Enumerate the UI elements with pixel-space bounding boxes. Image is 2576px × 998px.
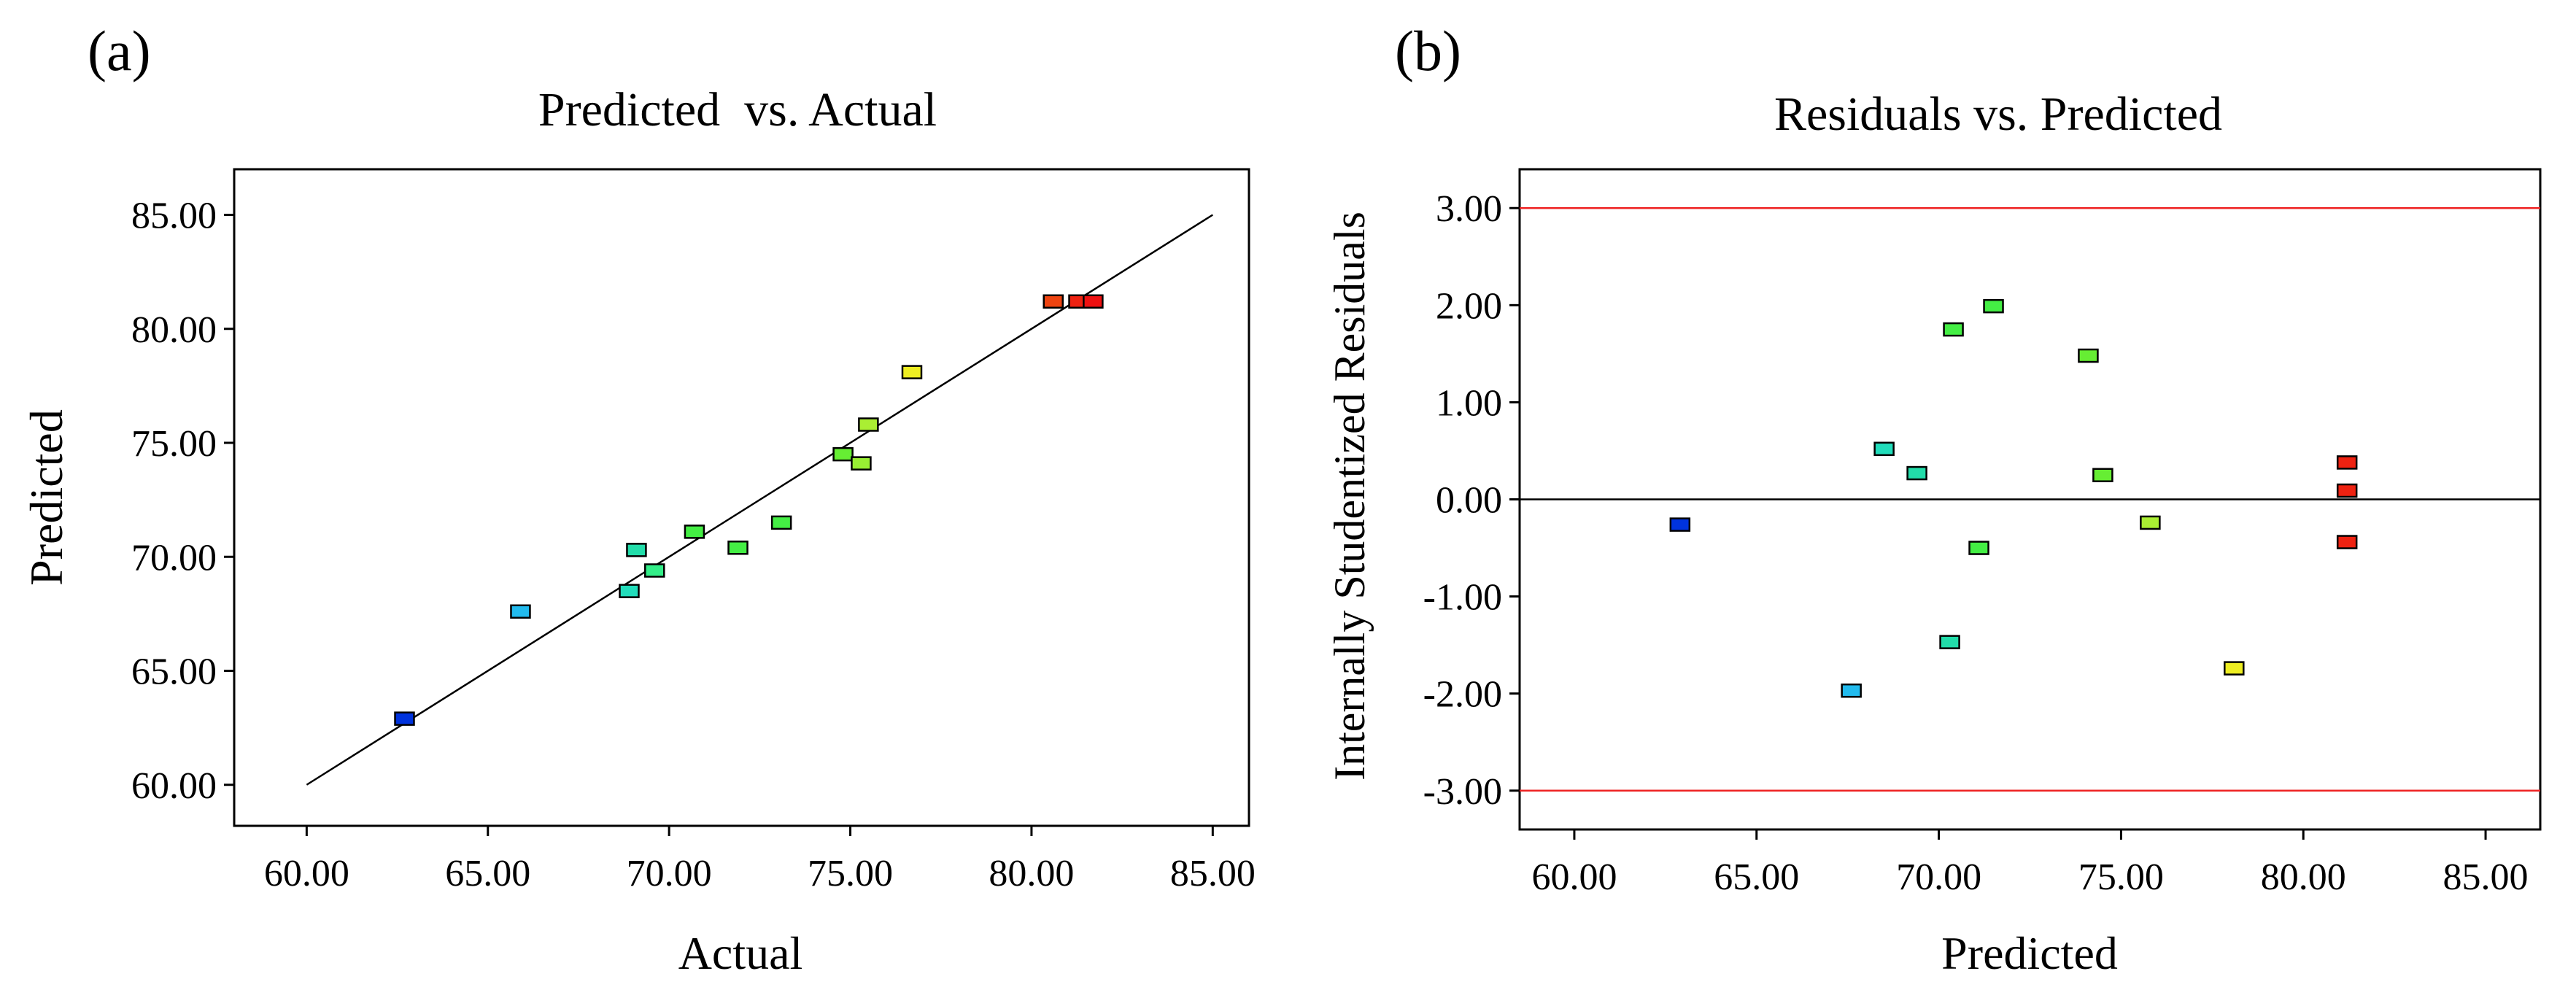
y-tick-label: 1.00 <box>1436 382 1502 424</box>
y-tick-label: -3.00 <box>1423 771 1502 813</box>
data-point <box>2336 535 2358 549</box>
data-point <box>1873 441 1895 457</box>
x-tick-label: 75.00 <box>808 853 893 894</box>
y-tick-label: 85.00 <box>131 196 217 237</box>
panel-b-axes: 60.00 65.00 70.00 75.00 80.00 85.00 3.00 2.00 1.… <box>1423 188 2529 898</box>
panel-b-title: Residuals vs. Predicted <box>1774 88 2222 141</box>
y-tick-label: 2.00 <box>1436 285 1502 327</box>
panel-b-y-axis-label: Internally Studentized Residuals <box>1326 212 1374 781</box>
y-tick-label: 60.00 <box>131 765 217 807</box>
data-point <box>1841 683 1862 698</box>
y-tick-label: 75.00 <box>131 423 217 465</box>
x-tick-label: 80.00 <box>989 853 1074 894</box>
data-point <box>1906 465 1927 481</box>
panel-a-label: (a) <box>88 19 151 82</box>
data-point <box>2140 515 2161 530</box>
data-point <box>727 541 749 555</box>
data-point <box>770 515 792 530</box>
x-tick-label: 60.00 <box>1531 856 1617 898</box>
y-tick-label: -1.00 <box>1423 577 1502 619</box>
panel-b-reference-lines <box>1520 206 2540 792</box>
panel-a-plot-frame <box>233 168 1250 827</box>
data-point <box>2092 468 2113 482</box>
x-tick-label: 65.00 <box>445 853 530 894</box>
data-point <box>1669 517 1691 532</box>
data-point <box>644 563 665 578</box>
panel-a-predicted-vs-actual: (a) Predicted vs. Actual 60.00 65.00 70.00… <box>20 19 1256 979</box>
panel-b-residuals-vs-predicted: (b) Residuals vs. Predicted 60.00 65.00 70… <box>1326 19 2542 979</box>
data-point <box>684 525 705 539</box>
y-tick-label: 65.00 <box>131 651 217 693</box>
x-tick-label: 75.00 <box>2078 856 2164 898</box>
y-tick-label: -2.00 <box>1423 674 1502 716</box>
data-point <box>626 543 647 557</box>
x-tick-label: 85.00 <box>2443 856 2529 898</box>
panel-a-reference-line <box>306 214 1213 786</box>
panel-a-x-axis-label: Actual <box>678 927 803 979</box>
data-point <box>619 584 640 598</box>
x-tick-label: 70.00 <box>627 853 712 894</box>
panel-b-points <box>1669 298 2358 698</box>
y-tick-label: 3.00 <box>1436 188 1502 230</box>
data-point <box>1943 322 1964 337</box>
data-point <box>858 417 879 432</box>
data-point <box>2224 661 2245 676</box>
panel-b-label: (b) <box>1395 19 1461 82</box>
y-tick-label: 0.00 <box>1436 480 1502 522</box>
panel-a-title: Predicted vs. Actual <box>538 83 937 136</box>
data-point <box>2336 483 2358 498</box>
panel-b-x-axis-label: Predicted <box>1941 927 2118 979</box>
data-point <box>1043 294 1064 309</box>
data-point <box>1983 298 2004 314</box>
data-point <box>1968 541 1989 555</box>
panel-a-points <box>394 294 1104 726</box>
x-tick-label: 70.00 <box>1896 856 1981 898</box>
data-point <box>1939 635 1960 649</box>
data-point <box>2336 455 2358 470</box>
data-point <box>851 456 872 471</box>
x-tick-label: 80.00 <box>2261 856 2346 898</box>
y-tick-label: 70.00 <box>131 537 217 579</box>
data-point <box>510 604 531 619</box>
x-tick-label: 65.00 <box>1714 856 1799 898</box>
x-tick-label: 60.00 <box>264 853 349 894</box>
panel-a-y-axis-label: Predicted <box>20 409 72 586</box>
y-tick-label: 80.00 <box>131 309 217 351</box>
panel-a-axes: 60.00 65.00 70.00 75.00 80.00 85.00 60.00 65.00… <box>131 196 1256 895</box>
data-point <box>2078 348 2099 363</box>
x-tick-label: 85.00 <box>1170 853 1256 894</box>
data-point <box>832 446 854 462</box>
data-point <box>394 711 415 726</box>
data-point <box>901 365 923 379</box>
data-point <box>1083 294 1104 309</box>
